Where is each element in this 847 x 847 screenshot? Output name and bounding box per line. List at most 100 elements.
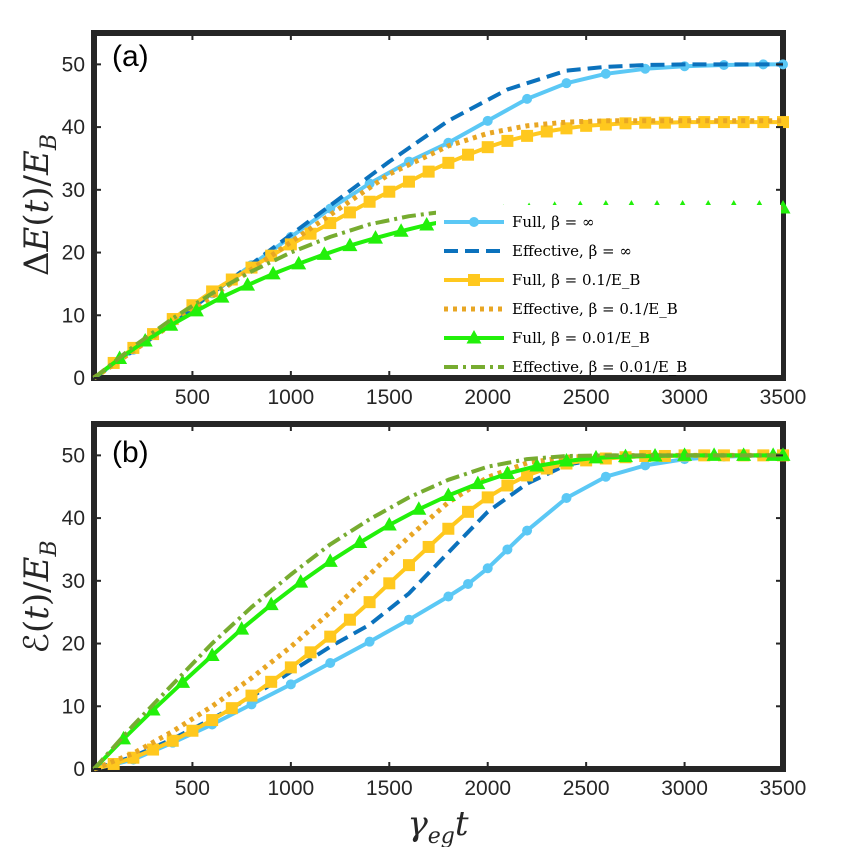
- data-point-square: [245, 689, 258, 702]
- data-point-square: [481, 141, 494, 154]
- panel-b-ytick-label: 0: [73, 758, 85, 781]
- data-point-square: [402, 559, 415, 572]
- series-line: [92, 453, 783, 771]
- data-point-triangle: [214, 289, 230, 303]
- panel-a-xtick-label: 3500: [760, 386, 807, 409]
- panel-b-series-full-0-01-e-b: [92, 447, 791, 771]
- data-point-square: [501, 479, 514, 492]
- data-point-square: [402, 175, 415, 188]
- panel-b-xtick-label: 2500: [563, 777, 610, 800]
- panel-a-ytick-label: 20: [62, 242, 85, 265]
- series-line: [92, 118, 783, 381]
- panel-b-ticks: 500 1000 1500 2000 2500 3000 3500 0 10 20 30 40 50: [62, 424, 806, 800]
- panel-b-series-effective-0-01-e-b: [92, 453, 783, 771]
- panel-a-ytick-label: 10: [62, 304, 85, 327]
- data-point-triangle: [291, 255, 307, 270]
- panel-b-label: (b): [112, 436, 149, 469]
- series-line: [93, 452, 783, 772]
- data-point-square: [619, 117, 632, 130]
- legend-box: [436, 205, 781, 375]
- data-point-square: [265, 675, 278, 688]
- data-point-circle: [502, 544, 513, 555]
- data-point-triangle: [175, 674, 191, 688]
- data-point-square: [442, 156, 455, 169]
- data-point-triangle: [470, 475, 486, 490]
- data-point-triangle: [381, 516, 397, 531]
- data-point-square: [186, 724, 199, 737]
- data-point-circle: [640, 460, 651, 471]
- panel-a-xtick-label: 2500: [563, 386, 610, 409]
- data-point-circle: [482, 563, 493, 574]
- data-point-triangle: [588, 449, 604, 464]
- data-point-square: [521, 129, 534, 142]
- data-point-square: [225, 702, 238, 715]
- legend-label: Effective, β = 0.1/E_B: [512, 300, 678, 318]
- panel-b-ytick-label: 30: [62, 570, 85, 593]
- data-point-square: [757, 116, 770, 129]
- panel-b-series-effective-0-1-e-b: [93, 452, 783, 772]
- data-point-triangle: [316, 246, 332, 260]
- panel-a-ytick-label: 0: [73, 367, 85, 390]
- data-point-square: [206, 714, 219, 727]
- data-point-circle: [522, 93, 533, 104]
- data-point-triangle: [368, 230, 384, 244]
- data-point-circle: [463, 578, 474, 589]
- data-point-circle: [561, 493, 572, 504]
- data-point-square: [481, 491, 494, 504]
- data-point-circle: [246, 699, 257, 710]
- data-point-square: [521, 469, 534, 482]
- panel-a-ytick-label: 40: [62, 116, 85, 139]
- panel-b-series: [92, 447, 791, 772]
- legend-label: Effective, β = ∞: [512, 242, 632, 260]
- panel-b-ytick-label: 10: [62, 695, 85, 718]
- data-point-triangle: [558, 453, 574, 467]
- data-point-square: [343, 613, 356, 626]
- data-point-triangle: [775, 447, 791, 461]
- panel-b-xtick-label: 1000: [267, 777, 314, 800]
- data-point-triangle: [499, 465, 515, 480]
- svg-text:ΔE(t)/EB: ΔE(t)/EB: [17, 134, 62, 276]
- data-point-square: [462, 148, 475, 161]
- svg-text:γegt: γegt: [407, 804, 468, 847]
- data-point-triangle: [647, 447, 663, 462]
- legend-label: Effective, β = 0.01/E_B: [512, 358, 687, 376]
- data-point-circle: [443, 591, 454, 602]
- legend-marker-triangle: [466, 330, 482, 344]
- data-point-circle: [325, 657, 336, 668]
- legend-marker-circle: [469, 217, 479, 227]
- data-point-triangle: [293, 574, 309, 588]
- panel-a-xtick-label: 3000: [661, 386, 708, 409]
- data-point-square: [560, 122, 573, 135]
- legend-item-full-0-01-e-b: Full, β = 0.01/E_B: [444, 329, 650, 347]
- panel-a-xtick-label: 2000: [464, 386, 511, 409]
- data-point-triangle: [440, 487, 456, 502]
- data-point-square: [343, 206, 356, 219]
- data-point-circle: [364, 178, 375, 189]
- data-point-square: [383, 185, 396, 198]
- data-point-triangle: [419, 216, 435, 231]
- data-point-triangle: [265, 265, 281, 280]
- data-point-triangle: [677, 447, 693, 461]
- data-point-triangle: [322, 553, 338, 567]
- panel-a-label: (a): [112, 40, 149, 73]
- panel-b-ylabel: ℰ(t)/EB: [17, 540, 62, 653]
- data-point-square: [501, 134, 514, 147]
- data-point-square: [324, 630, 337, 643]
- data-point-circle: [482, 115, 493, 126]
- data-point-circle: [364, 636, 375, 647]
- data-point-triangle: [204, 647, 220, 661]
- legend-label: Full, β = 0.01/E_B: [512, 329, 650, 347]
- panel-b: 500 1000 1500 2000 2500 3000 3500 0 10 20 30 40 50 (…: [17, 421, 806, 847]
- data-point-triangle: [263, 596, 279, 611]
- data-point-square: [442, 522, 455, 535]
- panel-a-ytick-label: 30: [62, 179, 85, 202]
- data-point-triangle: [163, 317, 179, 331]
- data-point-triangle: [234, 621, 250, 635]
- data-point-triangle: [342, 237, 358, 252]
- data-point-square: [462, 505, 475, 518]
- legend-item-effective: Effective, β = ∞: [444, 242, 632, 260]
- data-point-triangle: [240, 277, 256, 291]
- panel-b-xtick-label: 2000: [464, 777, 511, 800]
- data-point-triangle: [188, 302, 204, 317]
- legend-label: Full, β = ∞: [512, 213, 594, 231]
